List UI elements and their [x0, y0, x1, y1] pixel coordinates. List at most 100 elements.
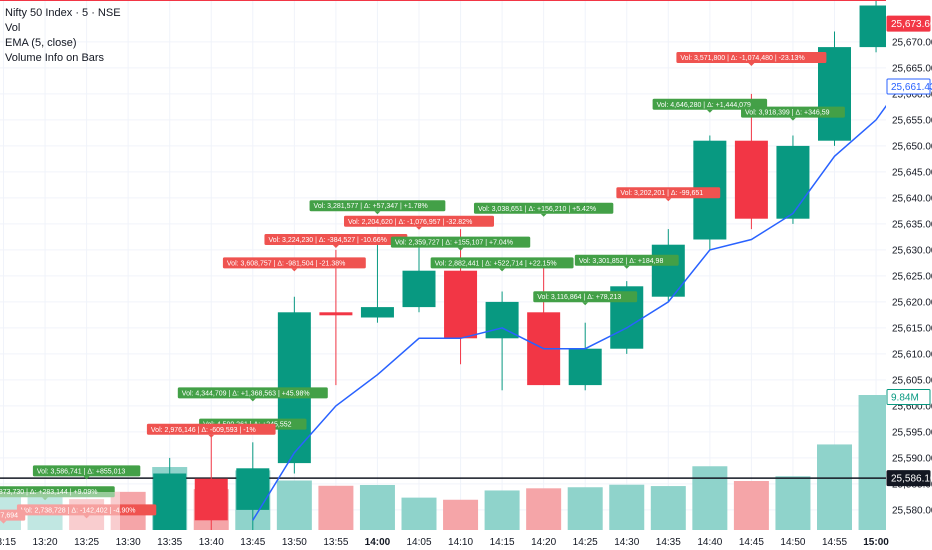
- candle-body: [360, 307, 394, 318]
- candle-body: [194, 478, 228, 521]
- volume-label: Vol: 3,224,230 | Δ: -384,527 | -10.66%: [264, 234, 408, 248]
- volume-label-box: [344, 215, 494, 227]
- volume-label-text: Vol: 2,882,441 | Δ: +522,714 | +22.15%: [435, 260, 557, 267]
- price-tick-label: 25,620.00: [892, 297, 932, 308]
- volume-label-box: [32, 465, 141, 477]
- volume-label-pointer: [416, 226, 422, 230]
- volume-bar: [692, 466, 728, 530]
- volume-label: Vol: 3,301,852 | Δ: +184,98: [574, 254, 679, 269]
- price-tick-label: 25,650.00: [892, 141, 932, 152]
- volume-label-box: [741, 106, 845, 118]
- volume-label-box: [390, 236, 531, 248]
- price-tick-label: 25,580.00: [892, 505, 932, 516]
- candle-body: [485, 301, 519, 339]
- candle-body: [444, 270, 478, 339]
- price-tick-label: 25,595.00: [892, 427, 932, 438]
- volume-label-text: Vol: 3,586,741 | Δ: +855,013: [37, 468, 126, 475]
- volume-label-pointer: [540, 213, 547, 217]
- volume-label-text: Vol: 3,301,852 | Δ: +184,98: [579, 258, 664, 265]
- time-axis: 13:15 13:20 13:25 13:30 13:35 13:40 13:45 13:50…: [0, 530, 889, 550]
- volume-bar: [401, 497, 437, 530]
- crosshair-price-badge-text: 25,586.10: [891, 474, 932, 485]
- volume-bar: [817, 444, 852, 530]
- volume-bar: [609, 484, 645, 530]
- volume-label-pointer: [748, 63, 755, 66]
- volume-label-box: [473, 202, 614, 214]
- volume-label: Vol: 2,882,441 | Δ: +522,714 | +22.15%: [430, 257, 574, 272]
- volume-label: Δ: -77,694: [0, 509, 26, 524]
- volume-label-text: Vol: 4,344,709 | Δ: +1,368,563 | +45.98%: [182, 390, 310, 397]
- candle-body: [651, 244, 685, 297]
- volume-label-pointer: [208, 434, 215, 438]
- volume-bar: [318, 485, 354, 530]
- candle-body: [568, 348, 602, 386]
- volume-label-text: Δ: -77,694: [0, 513, 18, 520]
- price-tick-label: 25,625.00: [892, 271, 932, 282]
- volume-label: Vol: 2,204,620 | Δ: -1,076,957 | -32.82%: [344, 215, 494, 230]
- volume-badge-box: [886, 389, 931, 405]
- volume-label-pointer: [83, 476, 90, 480]
- volume-label-text: Vol: 3,038,651 | Δ: +156,210 | +5.42%: [478, 206, 596, 213]
- volume-label-text: Vol: 3,608,757 | Δ: -981,504 | -21.38%: [227, 260, 345, 267]
- volume-bar: [276, 480, 312, 530]
- price-tick-label: 25,615.00: [892, 323, 932, 334]
- volume-label-text: Vol: 2,359,727 | Δ: +155,107 | +7.04%: [395, 240, 513, 247]
- time-tick-label: 13:40: [199, 537, 224, 548]
- price-tick-label: 25,645.00: [892, 167, 932, 178]
- time-tick-label: 13:55: [323, 537, 348, 548]
- legend-vol[interactable]: Vol: [5, 22, 21, 34]
- price-tick-label: 25,635.00: [892, 219, 932, 230]
- volume-badge: 9.84M: [886, 389, 931, 405]
- volume-label-pointer: [374, 211, 381, 215]
- volume-label-box: [177, 387, 328, 399]
- volume-label-box: [222, 257, 366, 269]
- price-tick-label: 25,655.00: [892, 115, 932, 126]
- volume-label-box: [16, 504, 157, 516]
- symbol-title[interactable]: Nifty 50 Index · 5 · NSE: [5, 7, 121, 19]
- current-price-badge-box: [886, 15, 931, 32]
- volume-label-text: Vol: 3,202,201 | Δ: -99,651: [620, 190, 703, 197]
- time-tick-label: 14:40: [697, 537, 722, 548]
- price-tick-label: 25,590.00: [892, 453, 932, 464]
- time-tick-label: 14:55: [822, 537, 847, 548]
- candle: [734, 93, 768, 230]
- volume-label: Vol: 3,571,800 | Δ: -1,074,480 | -23.13%: [676, 52, 827, 66]
- candle: [776, 135, 810, 224]
- volume-label-box: [309, 200, 446, 212]
- time-tick-label: 13:30: [116, 537, 141, 548]
- volume-label-text: Vol: 3,918,399 | Δ: +346,59: [745, 110, 830, 117]
- volume-badge-text: 9.84M: [891, 393, 919, 404]
- candle-body: [734, 140, 768, 219]
- volume-label: Vol: 4,646,280 | Δ: +1,444,079: [652, 98, 768, 113]
- candle-body: [236, 468, 270, 510]
- price-tick-label: 25,665.00: [892, 63, 932, 74]
- volume-label-box: [0, 486, 115, 498]
- time-tick-label: 13:20: [33, 537, 58, 548]
- candle: [153, 457, 187, 550]
- candles: [153, 0, 893, 550]
- candle: [485, 291, 519, 391]
- volume-label-box: [574, 254, 679, 266]
- time-tick-label: 13:50: [282, 537, 307, 548]
- volume-label-pointer: [42, 497, 49, 501]
- volume-label: Vol: 4,344,709 | Δ: +1,368,563 | +45.98%: [177, 387, 328, 402]
- legend-volinfo[interactable]: Volume Info on Bars: [5, 52, 105, 64]
- legend-ema[interactable]: EMA (5, close): [5, 37, 77, 49]
- candle: [568, 322, 602, 391]
- volume-label: Vol: 2,738,728 | Δ: -142,402 | -4.90%: [16, 504, 157, 519]
- volume-label-pointer: [582, 302, 589, 306]
- volume-label-box: [430, 257, 574, 269]
- candle: [818, 31, 851, 146]
- volume-label-box: [676, 52, 827, 63]
- crosshair-price-badge-box: [886, 470, 931, 487]
- current-price-badge: 25,673.60: [886, 15, 932, 32]
- candle-body: [153, 473, 187, 536]
- volume-info-labels: Vol: 4,344,709 | Δ: +1,368,563 | +45.98%…: [0, 52, 845, 524]
- time-tick-label: 14:35: [656, 537, 681, 548]
- ema-price-badge-text: 25,661.43: [891, 82, 932, 93]
- volume-label: Vol: 3,918,399 | Δ: +346,59: [741, 106, 845, 121]
- time-tick-label: 14:05: [406, 537, 431, 548]
- volume-bar: [567, 487, 603, 530]
- time-tick-label: 14:50: [780, 537, 805, 548]
